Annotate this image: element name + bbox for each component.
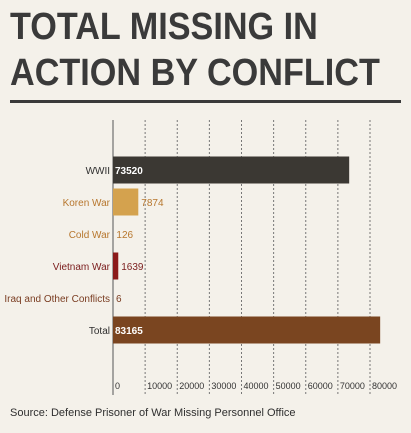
category-label: Koren War — [63, 198, 111, 209]
x-tick-label: 60000 — [308, 381, 333, 391]
x-tick-label: 40000 — [244, 381, 269, 391]
x-tick-label: 0 — [115, 381, 120, 391]
x-tick-label: 10000 — [147, 381, 172, 391]
bar — [113, 252, 119, 280]
bar-layer — [113, 156, 381, 344]
title-line-1: TOTAL MISSING IN — [10, 6, 318, 48]
chart-title: TOTAL MISSING IN ACTION BY CONFLICT — [10, 4, 380, 96]
x-tick-label: 80000 — [372, 381, 397, 391]
category-label: Vietnam War — [53, 262, 111, 273]
bar — [113, 188, 139, 216]
bar — [113, 156, 350, 184]
title-divider — [10, 100, 401, 103]
value-label: 83165 — [115, 326, 143, 337]
category-label: Iraq and Other Conflicts — [4, 294, 110, 305]
source-note: Source: Defense Prisoner of War Missing … — [10, 407, 296, 419]
x-tick-label: 70000 — [340, 381, 365, 391]
label-layer: WWII 73520 Koren War 7874 Cold War 126 Vietnam… — [4, 166, 164, 337]
category-label: Cold War — [69, 230, 111, 241]
value-label: 6 — [116, 294, 122, 305]
value-label: 73520 — [115, 166, 143, 177]
x-tick-label: 30000 — [211, 381, 236, 391]
bar — [113, 316, 381, 344]
x-tick-label: 50000 — [276, 381, 301, 391]
x-tick-label: 20000 — [179, 381, 204, 391]
value-label: 7874 — [141, 198, 164, 209]
value-label: 1639 — [121, 262, 144, 273]
category-label: Total — [89, 326, 110, 337]
tick-layer: 0 10000 20000 30000 40000 50000 60000 70000 8000… — [115, 381, 397, 391]
category-label: WWII — [86, 166, 110, 177]
value-label: 126 — [116, 230, 133, 241]
title-line-2: ACTION BY CONFLICT — [10, 52, 380, 94]
